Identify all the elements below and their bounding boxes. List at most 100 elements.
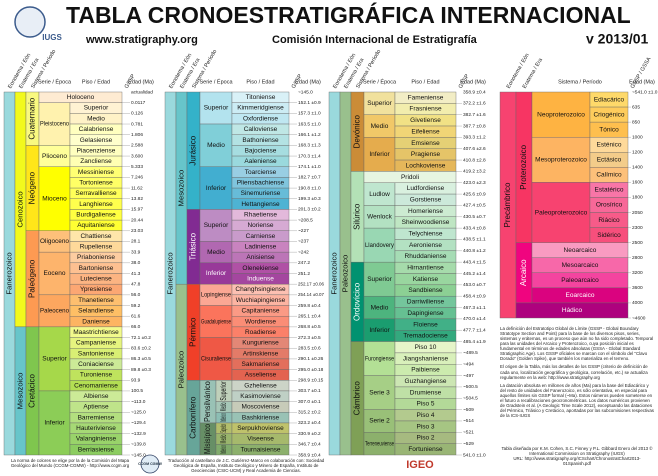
age-label: ~139.8 — [131, 442, 146, 448]
unit-label: Inferior — [206, 185, 227, 192]
stage-label: Santoniense — [78, 350, 115, 357]
unit-label: Furongiense — [365, 355, 394, 362]
unit-label: Terreneuviense — [365, 440, 394, 447]
stage-label: Changhsingiense — [235, 286, 286, 293]
stage-label: Fortuniense — [408, 446, 443, 453]
unit-label: Neoproterozoico — [537, 111, 585, 118]
age-label: 72.1 ±0.2 — [131, 335, 151, 341]
stage-label: Homeriense — [408, 208, 443, 215]
website: www.stratigraphy.org — [85, 34, 198, 46]
unit-label: Silúrico — [353, 203, 362, 230]
stage-label: Serravalliense — [75, 190, 117, 197]
age-label: 163.5 ±1.0 — [298, 121, 321, 127]
age-label: ~504.5 — [463, 396, 478, 402]
unit-cell — [363, 341, 396, 376]
age-label: 0.126 — [131, 111, 143, 117]
unit-label: Guadalupiense — [201, 318, 231, 325]
unit-label: Ludlow — [369, 191, 390, 198]
column-header: Edad (Ma) — [460, 79, 486, 85]
age-label: 13.82 — [131, 196, 143, 202]
unit-label: Inferior — [44, 420, 65, 427]
stage-label: Aquitaniense — [77, 222, 115, 229]
stage-label: Calímico — [596, 172, 622, 179]
age-label: 168.3 ±1.3 — [298, 143, 321, 149]
stage-label: Kunguriense — [242, 340, 279, 347]
stage-label: Aptiense — [83, 404, 109, 411]
stage-label: Oxfordiense — [243, 115, 278, 122]
age-label: 1400 — [632, 165, 643, 171]
age-label: 410.8 ±2.8 — [463, 157, 486, 163]
unit-label: Inferior — [219, 445, 228, 454]
unit-label: Jurásico — [189, 135, 198, 165]
unit-cell — [38, 166, 71, 231]
unit-cell — [199, 91, 233, 125]
stage-label: Ludfordiense — [407, 185, 445, 192]
unit-label: Cenozoico — [16, 191, 25, 227]
unit-label: Pensilvánico — [203, 381, 212, 422]
unit-label: Mesozoico — [177, 170, 186, 207]
unit-label: Devónico — [353, 114, 362, 148]
age-label: 2500 — [632, 240, 643, 246]
age-label: 170.3 ±1.4 — [298, 153, 321, 159]
age-label: 330.9 ±0.2 — [298, 431, 321, 437]
age-label: 100.5 — [131, 388, 143, 394]
stage-label: Tournaisiense — [240, 446, 280, 453]
stage-label: Turoniense — [80, 372, 113, 379]
stage-label: Zancliense — [80, 158, 112, 165]
unit-label: Paleógeno — [28, 259, 37, 298]
unit-label: Paleozoico — [341, 255, 350, 293]
age-label: 443.4 ±1.5 — [463, 259, 486, 265]
age-label: 61.6 — [131, 313, 141, 319]
unit-label: Medio — [219, 434, 228, 443]
stage-label: Piso 3 — [416, 423, 434, 430]
stage-label: Eifeliense — [411, 128, 440, 135]
age-label: 182.7 ±0.7 — [298, 175, 321, 181]
age-label: ~237 — [298, 239, 309, 245]
unit-label: Superior — [367, 100, 392, 107]
age-label: ~132.9 — [131, 431, 146, 437]
age-label: ~4600 — [632, 315, 646, 321]
age-label: ~521 — [463, 430, 474, 436]
stage-label: Sinemuriense — [241, 190, 281, 197]
stage-label: Tortoniense — [79, 179, 113, 186]
age-label: 283.5 ±0.6 — [298, 346, 321, 352]
age-label: ~500.5 — [463, 384, 478, 390]
age-label: 38.0 — [131, 260, 141, 266]
stage-label: Emsiense — [411, 140, 440, 147]
stage-label: Lochkoviense — [406, 162, 446, 169]
unit-label: Ordovícico — [353, 282, 362, 321]
age-label: ~208.5 — [298, 217, 313, 223]
unit-label: Neógeno — [28, 171, 37, 204]
age-label: 423.0 ±2.3 — [463, 180, 486, 186]
credits: Tabla diseñada por K.M. Cohen, S.C. Finn… — [500, 446, 654, 466]
age-label: 20.44 — [131, 217, 143, 223]
age-label: ~497 — [463, 373, 474, 379]
stage-label: Campaniense — [76, 340, 116, 347]
column-header: Edad (Ma) — [629, 79, 655, 85]
age-label: 89.8 ±0.3 — [131, 367, 151, 373]
stage-cell — [394, 443, 457, 456]
age-label: 427.4 ±0.5 — [463, 203, 486, 209]
age-label: ~227 — [298, 228, 309, 234]
unit-cell — [38, 251, 71, 296]
stage-cell — [69, 444, 123, 456]
stage-label: Pridoli — [401, 174, 419, 181]
age-label: 407.6 ±2.6 — [463, 146, 486, 152]
age-label: 33.9 — [131, 249, 141, 255]
stage-label: Guzhangiense — [405, 378, 447, 385]
credits-designed: Tabla diseñada por K.M. Cohen, S.C. Finn… — [501, 446, 653, 457]
stage-label: Superior — [84, 105, 109, 112]
age-label: 477.7 ±1.4 — [463, 327, 486, 333]
age-label: 157.3 ±1.0 — [298, 111, 321, 117]
age-label: ~145.0 — [298, 89, 313, 95]
stage-label: Coniaciense — [78, 361, 114, 368]
age-label: 850 — [632, 119, 640, 125]
ccgm-logo: CCGM CGMW — [138, 462, 162, 466]
stage-label: Asseliense — [245, 372, 277, 379]
age-label: 2800 — [632, 255, 643, 261]
stage-label: Toarciense — [245, 169, 277, 176]
stage-label: Gelasiense — [80, 137, 113, 144]
age-label: 272.3 ±0.5 — [298, 335, 321, 341]
age-label: 41.3 — [131, 271, 141, 277]
unit-label: Fanerozoico — [166, 252, 175, 294]
